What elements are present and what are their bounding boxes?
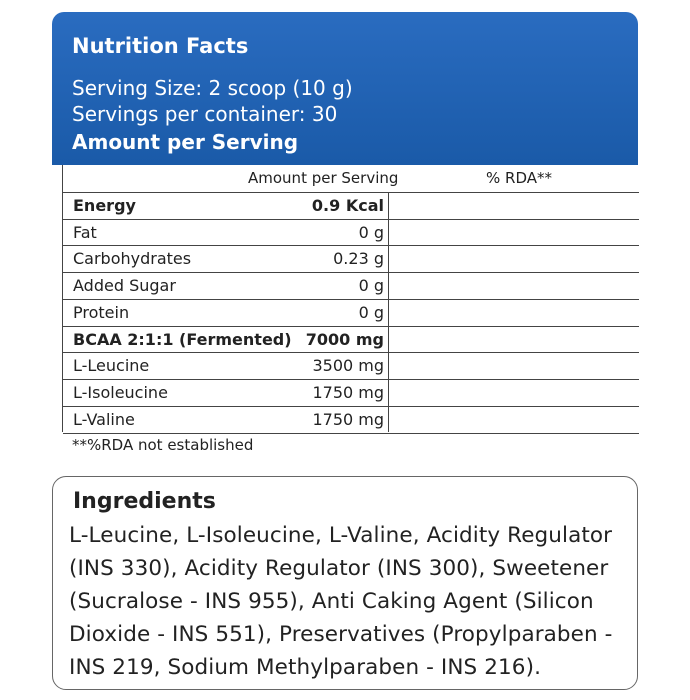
table-row: L-Valine 1750 mg [63,405,639,435]
title: Nutrition Facts [72,34,249,58]
ingredients-title: Ingredients [73,489,216,514]
amount-heading: Amount per Serving [72,130,299,154]
table-row: L-Leucine 3500 mg [63,352,639,380]
table-row: Added Sugar 0 g [63,272,639,300]
table-row: Fat 0 g [63,218,639,247]
serving-size: Serving Size: 2 scoop (10 g) [72,76,353,100]
footnote: **%RDA not established [72,436,254,454]
nutrient-amount: 0 g [358,276,384,296]
ingredients-line: Dioxide - INS 551), Preservatives (Propy… [69,622,613,647]
nutrient-name: Carbohydrates [73,249,192,269]
header-panel: Nutrition Facts Serving Size: 2 scoop (1… [52,12,638,165]
ingredients-box: Ingredients L-Leucine, L-Isoleucine, L-V… [52,476,638,690]
table-row: Carbohydrates 0.23 g [63,245,639,273]
ingredients-line: INS 219, Sodium Methylparaben - INS 216)… [69,655,541,680]
nutrient-amount: 1750 mg [312,409,384,429]
nutrient-amount: 0 g [358,222,384,242]
nutrient-name: Added Sugar [73,276,176,296]
nutrition-table: Energy 0.9 Kcal Fat 0 g Carbohydrates 0.23 g A… [62,165,639,435]
ingredients-line: L-Leucine, L-Isoleucine, L-Valine, Acidi… [69,523,613,548]
column-header: Amount per Serving [248,169,399,187]
table-row: Energy 0.9 Kcal [63,192,639,220]
nutrient-name: L-Isoleucine [73,382,168,402]
table-row: Protein 0 g [63,298,639,327]
column-divider [388,192,389,432]
nutrient-name: Protein [73,302,130,322]
nutrient-amount: 0 g [358,302,384,322]
nutrient-name: BCAA 2:1:1 (Fermented) [73,329,292,349]
nutrient-amount: 7000 mg [305,329,384,349]
nutrient-amount: 3500 mg [312,356,384,376]
nutrient-amount: 1750 mg [312,382,384,402]
column-header: % RDA** [486,169,552,187]
nutrient-name: Energy [73,196,136,215]
table-row: L-Isoleucine 1750 mg [63,378,639,407]
nutrient-name: L-Leucine [73,356,150,376]
nutrient-amount: 0.9 Kcal [311,196,384,215]
ingredients-line: (Sucralose - INS 955), Anti Caking Agent… [69,589,594,614]
servings-per-container: Servings per container: 30 [72,102,338,126]
ingredients-line: (INS 330), Acidity Regulator (INS 300), … [69,556,609,581]
nutrient-name: Fat [73,222,97,242]
table-row: BCAA 2:1:1 (Fermented) 7000 mg [63,325,639,354]
nutrient-name: L-Valine [73,409,135,429]
nutrient-amount: 0.23 g [333,249,384,269]
